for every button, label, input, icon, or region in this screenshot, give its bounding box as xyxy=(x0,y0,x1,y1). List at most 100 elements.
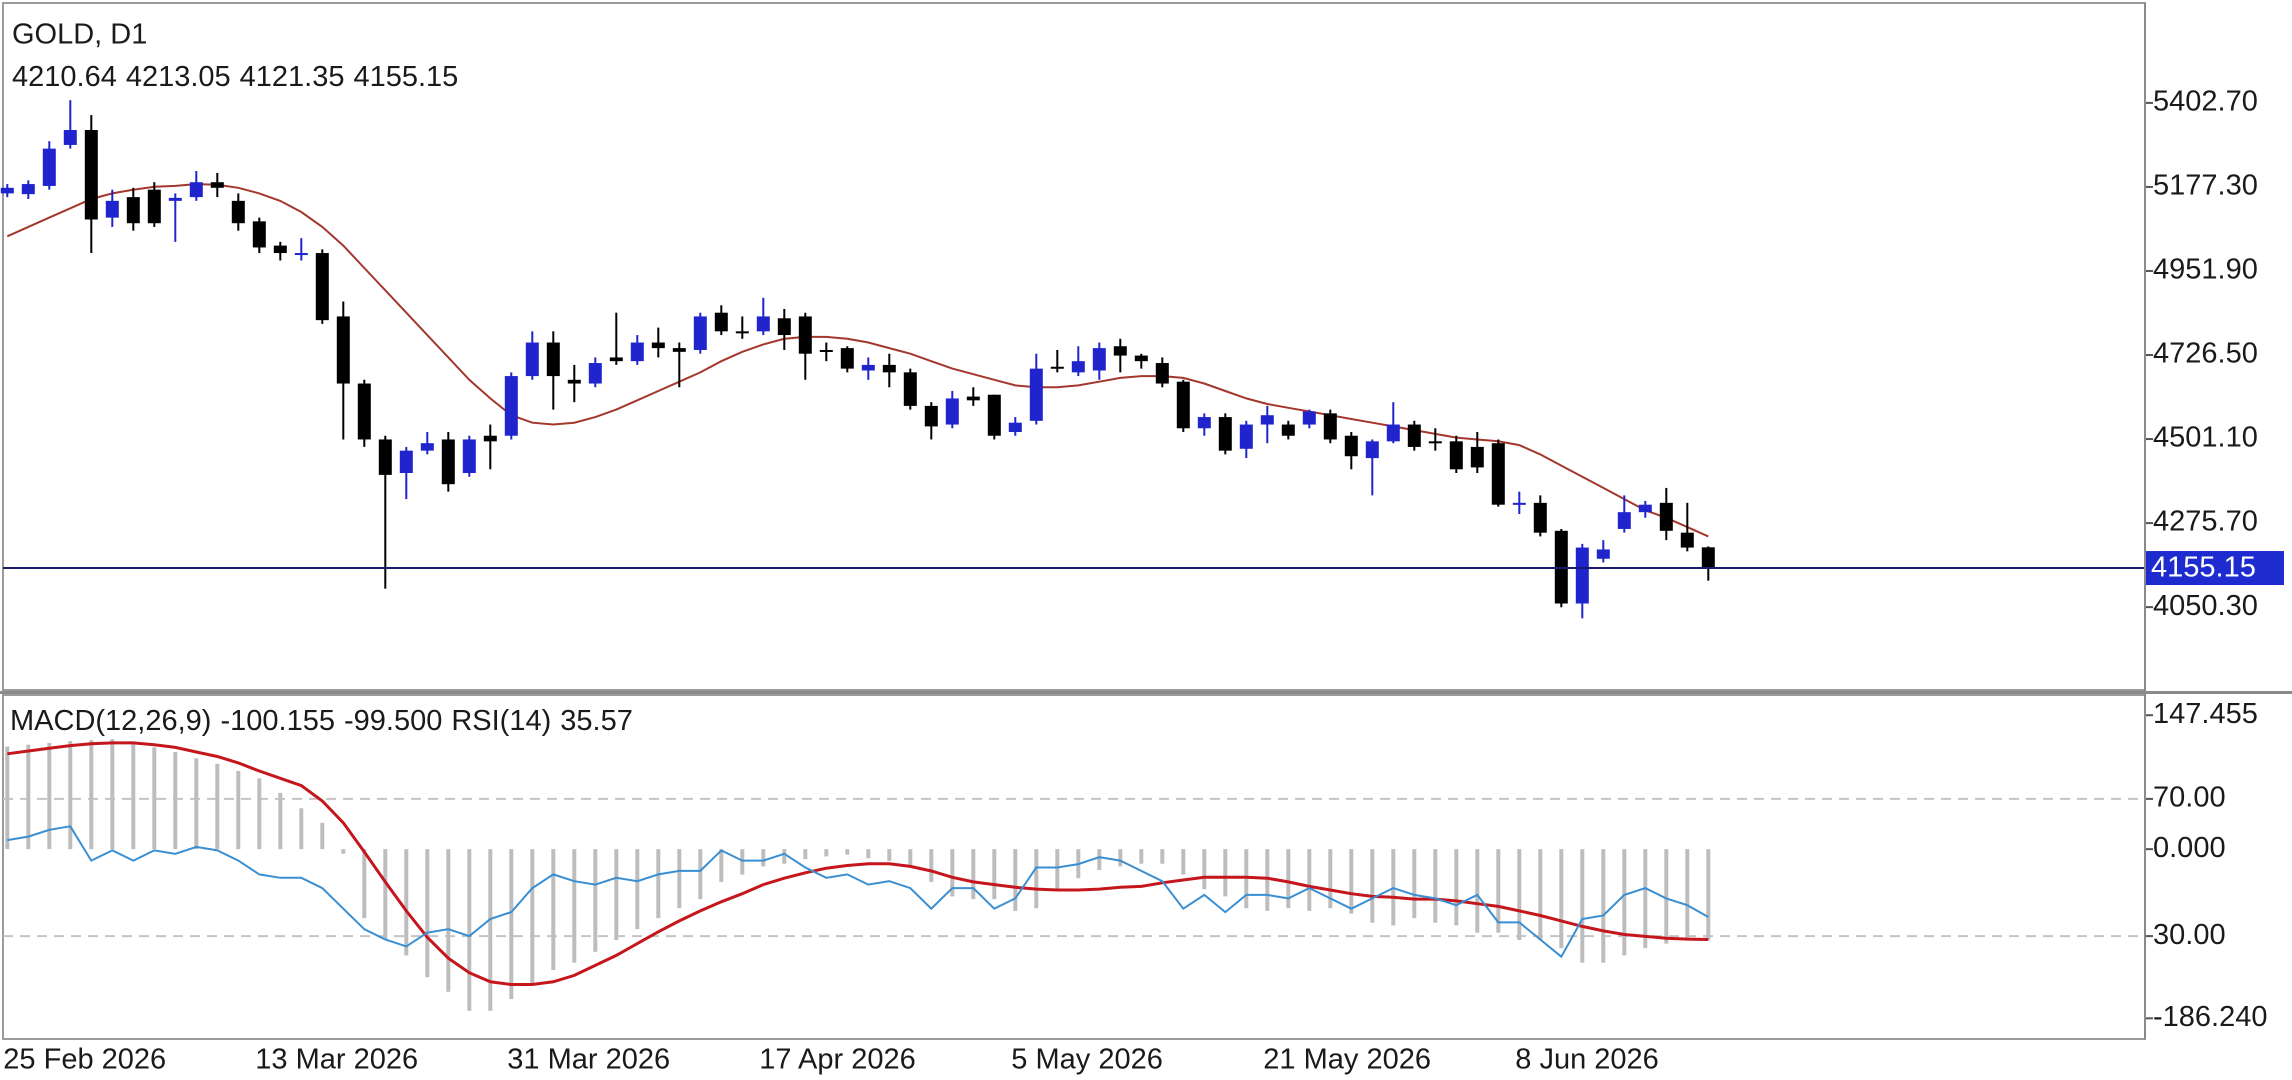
candle-body xyxy=(1113,346,1127,356)
macd-bar xyxy=(320,822,325,850)
candle-body xyxy=(21,184,35,195)
macd-bar xyxy=(593,849,598,952)
ohlc-readout: 4210.64 4213.05 4121.35 4155.15 xyxy=(12,61,458,93)
y-tick-label: 5177.30 xyxy=(2153,170,2258,202)
candle-body xyxy=(1701,547,1715,569)
candle-body xyxy=(273,245,287,254)
x-tick-label: 13 Mar 2026 xyxy=(255,1044,418,1076)
candle-body xyxy=(1617,512,1631,529)
macd-bar xyxy=(1223,849,1228,897)
macd-bar xyxy=(1139,849,1144,864)
macd-bar xyxy=(908,849,913,867)
macd-bar xyxy=(152,747,157,850)
macd-bar xyxy=(1496,849,1501,933)
y2-tick-label: 30.00 xyxy=(2153,919,2226,951)
candle-body xyxy=(1491,443,1505,505)
x-tick-label: 5 May 2026 xyxy=(1011,1044,1163,1076)
candle-body xyxy=(483,435,497,442)
candle-body xyxy=(336,316,350,384)
macd-bar xyxy=(467,849,472,1011)
macd-bar xyxy=(971,849,976,900)
y-tick-label: 4726.50 xyxy=(2153,338,2258,370)
candle-body xyxy=(1029,368,1043,421)
candle-body xyxy=(1512,502,1526,505)
candle-body xyxy=(189,182,203,198)
macd-bar xyxy=(1622,849,1627,956)
macd-bar xyxy=(1307,849,1312,911)
candle-body xyxy=(1596,549,1610,559)
candle-body xyxy=(735,331,749,334)
macd-bar xyxy=(215,763,220,850)
candle-body xyxy=(1218,417,1232,451)
symbol-title: GOLD, D1 xyxy=(12,19,147,51)
y-tick-label: -186.240 xyxy=(2153,1001,2268,1033)
macd-bar xyxy=(530,849,535,985)
macd-bar xyxy=(131,742,136,850)
macd-bar xyxy=(1286,849,1291,909)
ohlc-close: 4155.15 xyxy=(353,61,458,93)
candle-body xyxy=(798,316,812,354)
candle-body xyxy=(714,312,728,332)
macd-bar xyxy=(614,849,619,940)
candle-body xyxy=(567,379,581,384)
indicator-readout: MACD(12,26,9) -100.155 -99.500 RSI(14) 35.57 xyxy=(10,705,633,737)
y-tick-label: 0.000 xyxy=(2153,832,2226,864)
ohlc-high: 4213.05 xyxy=(126,61,231,93)
candle-body xyxy=(1428,441,1442,444)
macd-bar xyxy=(110,739,115,850)
y-tick-label: 4501.10 xyxy=(2153,422,2258,454)
macd-bar xyxy=(698,849,703,900)
candle-body xyxy=(819,349,833,352)
macd-bar xyxy=(1097,849,1102,871)
candle-body xyxy=(168,197,182,201)
candle-body xyxy=(1533,502,1547,533)
macd-bar xyxy=(845,849,850,855)
candle-body xyxy=(399,450,413,474)
candle-body xyxy=(84,130,98,220)
macd-bar xyxy=(1538,849,1543,940)
macd-bar xyxy=(824,849,829,857)
macd-bar xyxy=(236,771,241,850)
macd-bar xyxy=(5,746,10,850)
macd-bar xyxy=(761,849,766,867)
candle-body xyxy=(1407,424,1421,447)
candle-body xyxy=(1659,502,1673,531)
macd-bar xyxy=(446,849,451,992)
candle-body xyxy=(1470,446,1484,468)
macd-bar xyxy=(1685,849,1690,940)
y-tick-label: 4050.30 xyxy=(2153,590,2258,622)
macd-bar xyxy=(1412,849,1417,919)
signal-value: -99.500 xyxy=(344,705,442,737)
candle-body xyxy=(1260,415,1274,425)
x-tick-label: 31 Mar 2026 xyxy=(507,1044,670,1076)
candle-body xyxy=(1575,547,1589,604)
macd-bar xyxy=(1181,849,1186,875)
candle-body xyxy=(1449,441,1463,470)
macd-bar xyxy=(740,849,745,875)
macd-bar xyxy=(1559,849,1564,949)
macd-bar xyxy=(656,849,661,919)
macd-bar xyxy=(677,849,682,909)
macd-bar xyxy=(1349,849,1354,914)
macd-bar xyxy=(509,849,514,1000)
macd-bar xyxy=(1055,849,1060,890)
last-price-box xyxy=(2145,551,2284,586)
candle-body xyxy=(231,200,245,224)
macd-bar xyxy=(68,741,73,850)
macd-bar xyxy=(1517,849,1522,940)
macd-bar xyxy=(1202,849,1207,890)
y2-tick-label: 70.00 xyxy=(2153,782,2226,814)
x-tick-label: 21 May 2026 xyxy=(1263,1044,1431,1076)
macd-bar xyxy=(992,849,997,900)
candle-body xyxy=(1092,348,1106,371)
macd-bar xyxy=(1160,849,1165,864)
candle-body xyxy=(756,316,770,332)
macd-bar xyxy=(1475,849,1480,933)
candle-body xyxy=(1680,532,1694,548)
candle-body xyxy=(1071,361,1085,373)
macd-bar xyxy=(803,849,808,860)
macd-bar xyxy=(1601,849,1606,963)
macd-bar xyxy=(1328,849,1333,909)
macd-bar xyxy=(404,849,409,956)
candle-body xyxy=(210,182,224,188)
